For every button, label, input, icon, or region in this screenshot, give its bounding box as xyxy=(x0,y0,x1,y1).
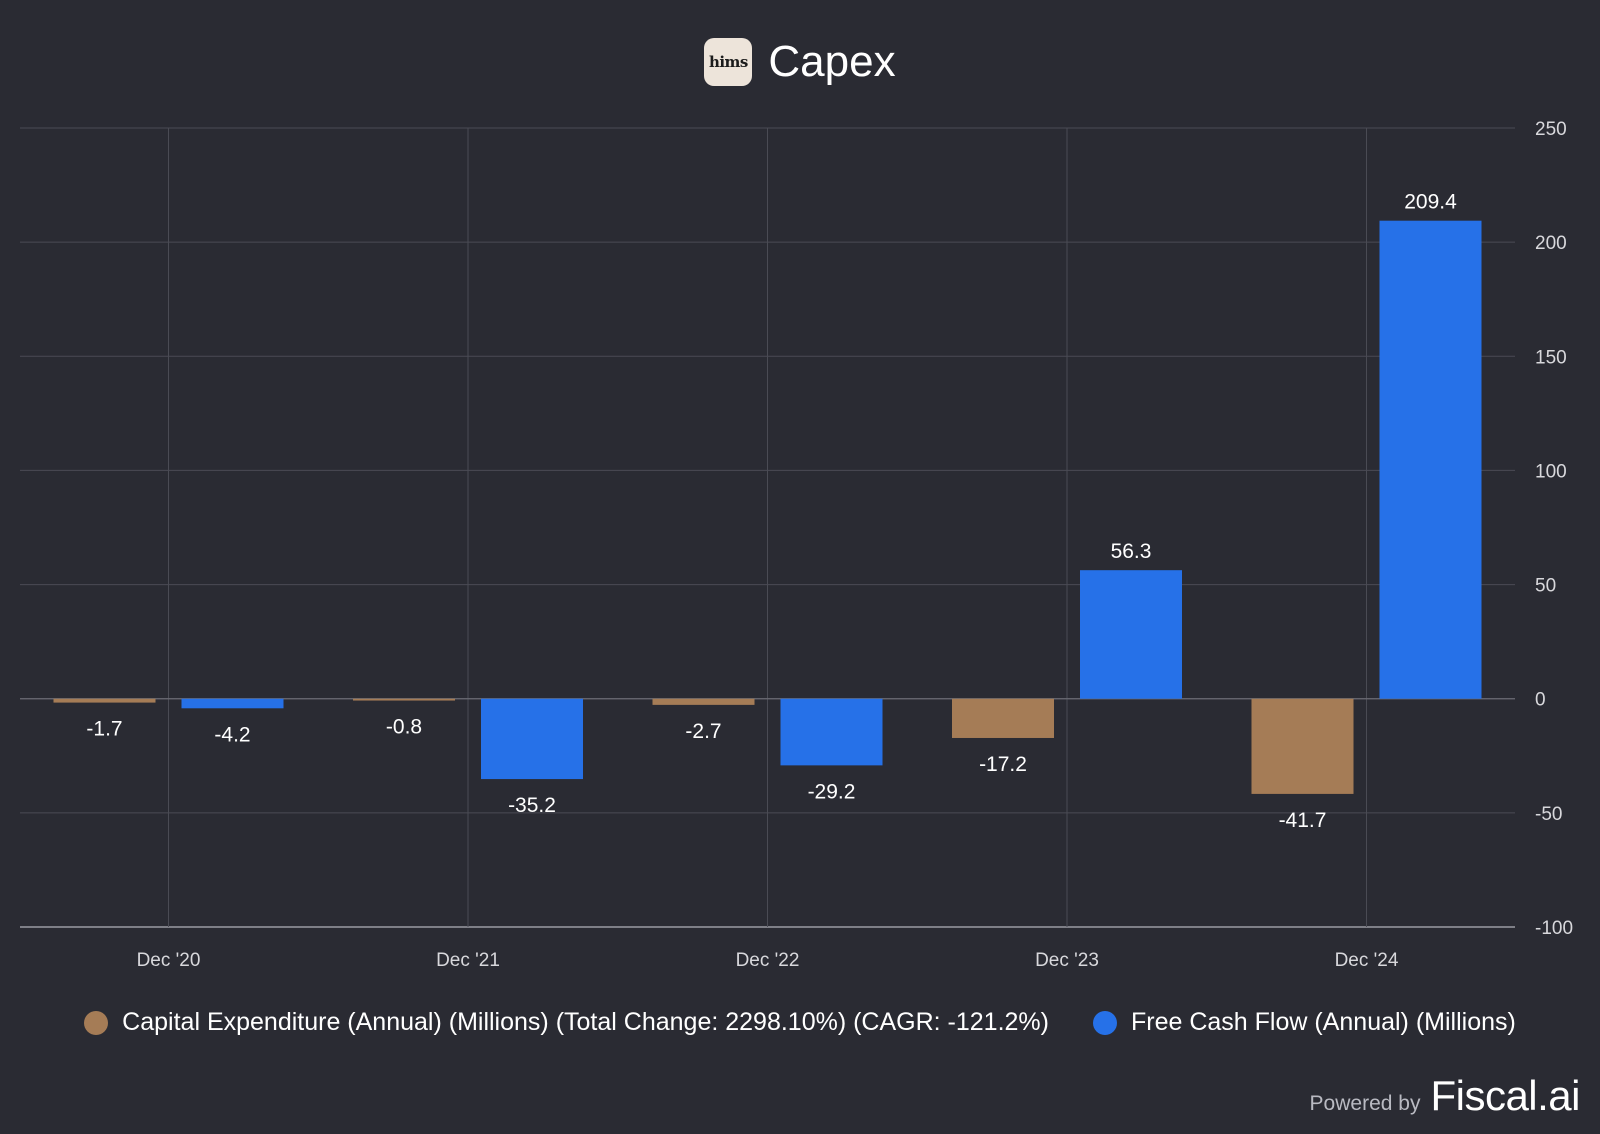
data-label-capex: -17.2 xyxy=(979,753,1027,776)
data-label-capex: -1.7 xyxy=(86,718,122,741)
y-tick-label: -100 xyxy=(1535,918,1573,939)
y-tick-label: 250 xyxy=(1535,119,1567,140)
legend-label-capex: Capital Expenditure (Annual) (Millions) … xyxy=(122,1008,1049,1036)
company-logo: hims xyxy=(704,38,753,86)
y-tick-label: 100 xyxy=(1535,461,1567,482)
x-tick-label: Dec '20 xyxy=(137,950,201,971)
bar-layer xyxy=(53,220,1482,794)
bar-fcf[interactable] xyxy=(1379,220,1482,699)
bar-fcf[interactable] xyxy=(481,698,583,780)
y-tick-label: 200 xyxy=(1535,233,1567,254)
x-tick-label: Dec '22 xyxy=(736,950,800,971)
data-label-fcf: -35.2 xyxy=(508,794,556,817)
x-tick-label: Dec '21 xyxy=(436,950,500,971)
y-tick-label: -50 xyxy=(1535,804,1562,825)
legend-label-fcf: Free Cash Flow (Annual) (Millions) xyxy=(1131,1008,1516,1036)
bar-capex[interactable] xyxy=(353,698,455,701)
chart-header: hims Capex xyxy=(0,30,1600,94)
bar-fcf[interactable] xyxy=(1080,570,1182,699)
data-label-capex: -2.7 xyxy=(685,720,721,743)
data-label-fcf: -4.2 xyxy=(214,723,250,746)
legend-item-fcf[interactable]: Free Cash Flow (Annual) (Millions) xyxy=(1093,1008,1516,1037)
powered-by-footer: Powered by Fiscal.ai xyxy=(1309,1072,1581,1120)
bar-capex[interactable] xyxy=(652,698,755,705)
x-tick-label: Dec '23 xyxy=(1035,950,1099,971)
data-label-capex: -0.8 xyxy=(386,716,422,739)
grid-layer xyxy=(20,127,1515,928)
x-tick-label: Dec '24 xyxy=(1335,950,1399,971)
bar-capex[interactable] xyxy=(53,698,156,703)
legend-dot-capex xyxy=(84,1010,109,1035)
bar-fcf[interactable] xyxy=(181,698,284,709)
bar-fcf[interactable] xyxy=(780,698,883,766)
chart-title: Capex xyxy=(768,37,896,86)
data-label-fcf: -29.2 xyxy=(808,780,856,803)
capex-bar-chart: -1.7 -0.8 -2.7 -17.2 -41.7 -4.2 -35.2 -29.2 56.3… xyxy=(20,119,1573,971)
legend-dot-fcf xyxy=(1093,1010,1117,1035)
label-layer: -1.7 -0.8 -2.7 -17.2 -41.7 -4.2 -35.2 -29.2 56.3… xyxy=(86,191,1457,832)
data-label-capex: -41.7 xyxy=(1279,809,1327,832)
y-tick-label: 150 xyxy=(1535,347,1567,368)
data-label-fcf: 56.3 xyxy=(1111,540,1152,563)
y-tick-label: 0 xyxy=(1535,690,1546,711)
y-tick-label: 50 xyxy=(1535,576,1556,597)
axis-layer: 250 200 150 100 50 0 -50 -100 Dec '20 Dec '21 Dec … xyxy=(137,119,1573,971)
legend-item-capex[interactable]: Capital Expenditure (Annual) (Millions) … xyxy=(84,1008,1049,1037)
data-label-fcf: 209.4 xyxy=(1404,191,1457,214)
chart-legend: Capital Expenditure (Annual) (Millions) … xyxy=(0,1008,1600,1037)
fiscal-ai-logo[interactable]: Fiscal.ai xyxy=(1430,1072,1580,1119)
bar-capex[interactable] xyxy=(952,698,1054,738)
bar-capex[interactable] xyxy=(1251,698,1354,794)
powered-by-text: Powered by xyxy=(1309,1092,1421,1115)
